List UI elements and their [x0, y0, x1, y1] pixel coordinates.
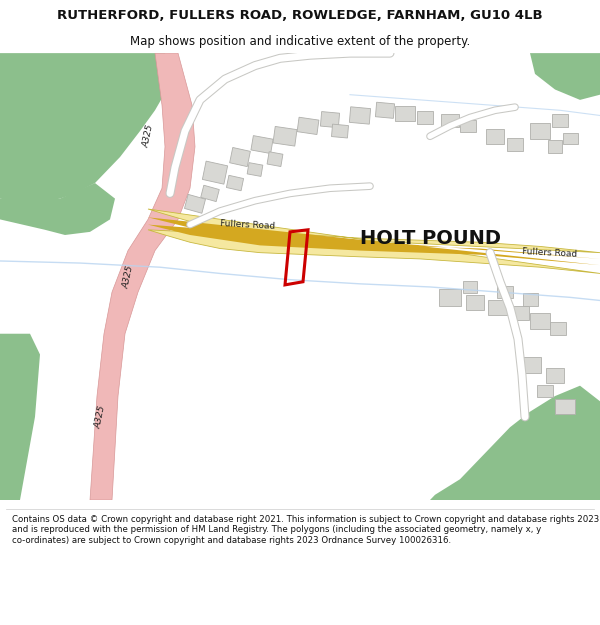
- Text: A325: A325: [121, 264, 135, 289]
- Polygon shape: [148, 217, 600, 265]
- Text: Fullers Road: Fullers Road: [522, 247, 578, 259]
- Text: Contains OS data © Crown copyright and database right 2021. This information is : Contains OS data © Crown copyright and d…: [12, 515, 599, 545]
- Polygon shape: [90, 53, 195, 500]
- Bar: [320, 112, 340, 128]
- Bar: [486, 129, 504, 144]
- Bar: [530, 314, 550, 329]
- Bar: [417, 111, 433, 124]
- Text: RUTHERFORD, FULLERS ROAD, ROWLEDGE, FARNHAM, GU10 4LB: RUTHERFORD, FULLERS ROAD, ROWLEDGE, FARN…: [57, 9, 543, 22]
- Polygon shape: [530, 53, 600, 100]
- Bar: [555, 399, 575, 414]
- Polygon shape: [430, 386, 600, 500]
- Bar: [273, 126, 297, 146]
- Bar: [552, 114, 568, 127]
- Bar: [466, 295, 484, 310]
- Bar: [460, 119, 476, 132]
- Bar: [349, 107, 371, 124]
- Bar: [376, 102, 395, 118]
- Bar: [488, 301, 508, 315]
- Bar: [395, 106, 415, 121]
- Bar: [439, 289, 461, 306]
- Bar: [184, 194, 206, 213]
- Text: Map shows position and indicative extent of the property.: Map shows position and indicative extent…: [130, 35, 470, 48]
- Bar: [546, 368, 564, 382]
- Text: A325: A325: [141, 124, 155, 149]
- Bar: [511, 306, 529, 320]
- Bar: [247, 162, 263, 176]
- Text: HOLT POUND: HOLT POUND: [359, 229, 500, 248]
- Bar: [230, 148, 250, 167]
- Bar: [441, 114, 459, 128]
- Polygon shape: [0, 334, 40, 500]
- Bar: [507, 138, 523, 151]
- Bar: [519, 357, 541, 373]
- Polygon shape: [0, 183, 115, 235]
- Bar: [202, 161, 227, 184]
- Polygon shape: [0, 53, 170, 204]
- Bar: [226, 175, 244, 191]
- Bar: [523, 293, 538, 306]
- Polygon shape: [148, 209, 600, 274]
- Text: A325: A325: [93, 404, 107, 429]
- Bar: [548, 141, 562, 153]
- Bar: [537, 384, 553, 397]
- Bar: [297, 118, 319, 134]
- Bar: [550, 322, 566, 335]
- Bar: [251, 136, 273, 154]
- Bar: [563, 132, 577, 144]
- Bar: [530, 123, 550, 139]
- Bar: [332, 124, 349, 138]
- Bar: [463, 281, 477, 292]
- Bar: [201, 185, 219, 202]
- Text: Fullers Road: Fullers Road: [220, 219, 276, 231]
- Bar: [267, 152, 283, 166]
- Bar: [497, 286, 513, 298]
